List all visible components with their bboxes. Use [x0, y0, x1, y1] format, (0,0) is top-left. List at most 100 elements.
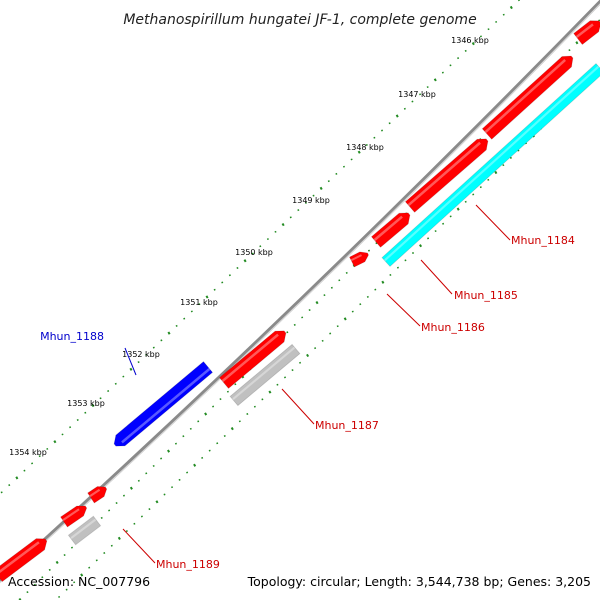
map-title: Methanospirillum hungatei JF-1, complete…: [123, 12, 476, 28]
feature-mhun-1190: [0, 538, 48, 583]
tick-mark: [315, 300, 319, 305]
tick-mark: [178, 478, 181, 481]
tick-mark: [8, 484, 11, 487]
tick-mark: [91, 403, 95, 408]
tick-mark: [281, 222, 285, 227]
callout-line: [122, 528, 156, 564]
tick-mark: [327, 180, 330, 183]
genome-summary-text: Topology: circular; Length: 3,544,738 bp…: [247, 574, 591, 589]
tick-mark: [152, 346, 155, 349]
tick-mark: [108, 509, 111, 512]
feature-mhun-1182: [573, 20, 600, 46]
tick-mark: [33, 583, 36, 586]
tick-mark: [129, 367, 133, 371]
tick-mark: [338, 279, 341, 282]
feature-mhun-1189a: [60, 505, 88, 528]
tick-mark: [137, 479, 140, 482]
tick-mark: [38, 455, 41, 458]
callout-line: [475, 204, 511, 241]
tick-mark: [464, 49, 467, 52]
tick-mark: [167, 449, 171, 453]
tick-mark: [456, 207, 460, 211]
tick-mark: [216, 442, 219, 445]
tick-mark: [342, 165, 345, 168]
tick-mark: [53, 440, 57, 444]
tick-mark: [107, 390, 110, 393]
tick-mark: [283, 376, 287, 379]
tick-mark: [0, 491, 3, 494]
tick-mark: [125, 530, 128, 533]
tick-label: 1350 kbp: [235, 248, 273, 257]
tick-mark: [253, 405, 256, 408]
tick-mark: [319, 186, 323, 190]
tick-mark: [63, 554, 66, 557]
tick-mark: [55, 560, 59, 565]
tick-mark: [286, 331, 289, 334]
tick-mark: [266, 238, 269, 241]
tick-mark: [308, 309, 311, 312]
tick-mark: [314, 347, 317, 350]
tick-mark: [442, 222, 445, 225]
tick-mark: [152, 464, 155, 467]
tick-mark: [373, 136, 376, 139]
callout-mhun-1187: Mhun_1187: [281, 388, 379, 432]
gene-label[interactable]: Mhun_1185: [454, 289, 518, 302]
tick-mark: [487, 28, 490, 31]
tick-mark: [238, 420, 241, 423]
backbone-outer-line: [0, 0, 600, 584]
tick-mark: [76, 418, 79, 421]
tick-row-outer: [0, 0, 520, 494]
gene-label[interactable]: Mhun_1186: [421, 321, 485, 334]
gene-label[interactable]: Mhun_1188: [40, 330, 104, 343]
tick-mark: [26, 591, 29, 594]
tick-mark: [426, 86, 429, 89]
accession-text: Accession: NC_007796: [8, 574, 150, 589]
tick-mark: [335, 172, 338, 175]
tick-mark: [65, 588, 68, 591]
callout-mhun-1188: Mhun_1188: [40, 330, 137, 376]
tick-mark: [41, 576, 44, 579]
tick-mark: [479, 35, 482, 38]
tick-mark: [359, 303, 362, 306]
tick-mark: [464, 200, 467, 203]
tick-mark: [226, 390, 229, 393]
callout-mhun-1186: Mhun_1186: [386, 293, 485, 334]
tick-mark: [365, 143, 368, 146]
tick-mark: [518, 0, 520, 2]
tick-mark: [494, 170, 498, 175]
tick-mark: [441, 71, 444, 74]
tick-mark: [395, 114, 399, 118]
tick-mark: [293, 323, 296, 326]
tick-mark: [259, 245, 262, 248]
tick-mark: [449, 64, 452, 67]
tick-mark: [70, 546, 74, 549]
tick-mark: [145, 353, 148, 356]
tick-mark: [297, 209, 300, 212]
orf-cyan: [381, 63, 600, 267]
tick-mark: [122, 494, 125, 497]
callout-line: [386, 293, 421, 327]
tick-mark: [502, 164, 505, 167]
tick-mark: [357, 150, 361, 154]
gene-label[interactable]: Mhun_1189: [156, 558, 220, 571]
tick-mark: [208, 449, 211, 452]
tick-mark: [381, 280, 385, 284]
gene-label[interactable]: Mhun_1187: [315, 419, 379, 432]
tick-mark: [73, 581, 76, 584]
tick-mark: [502, 13, 505, 16]
tick-mark: [351, 310, 354, 313]
feature-mhun-1185: [370, 212, 411, 248]
gene-label[interactable]: Mhun_1184: [511, 234, 575, 247]
tick-mark: [343, 317, 347, 321]
tick-mark: [345, 271, 348, 274]
tick-mark: [261, 398, 264, 401]
tick-mark: [381, 129, 384, 132]
tick-mark: [350, 158, 353, 161]
feature-mhun-1187: [218, 330, 287, 389]
tick-mark: [212, 405, 215, 408]
tick-mark: [183, 317, 186, 320]
features: [0, 20, 600, 583]
tick-mark: [299, 361, 302, 364]
tick-mark: [366, 295, 369, 298]
tick-mark: [103, 552, 106, 555]
